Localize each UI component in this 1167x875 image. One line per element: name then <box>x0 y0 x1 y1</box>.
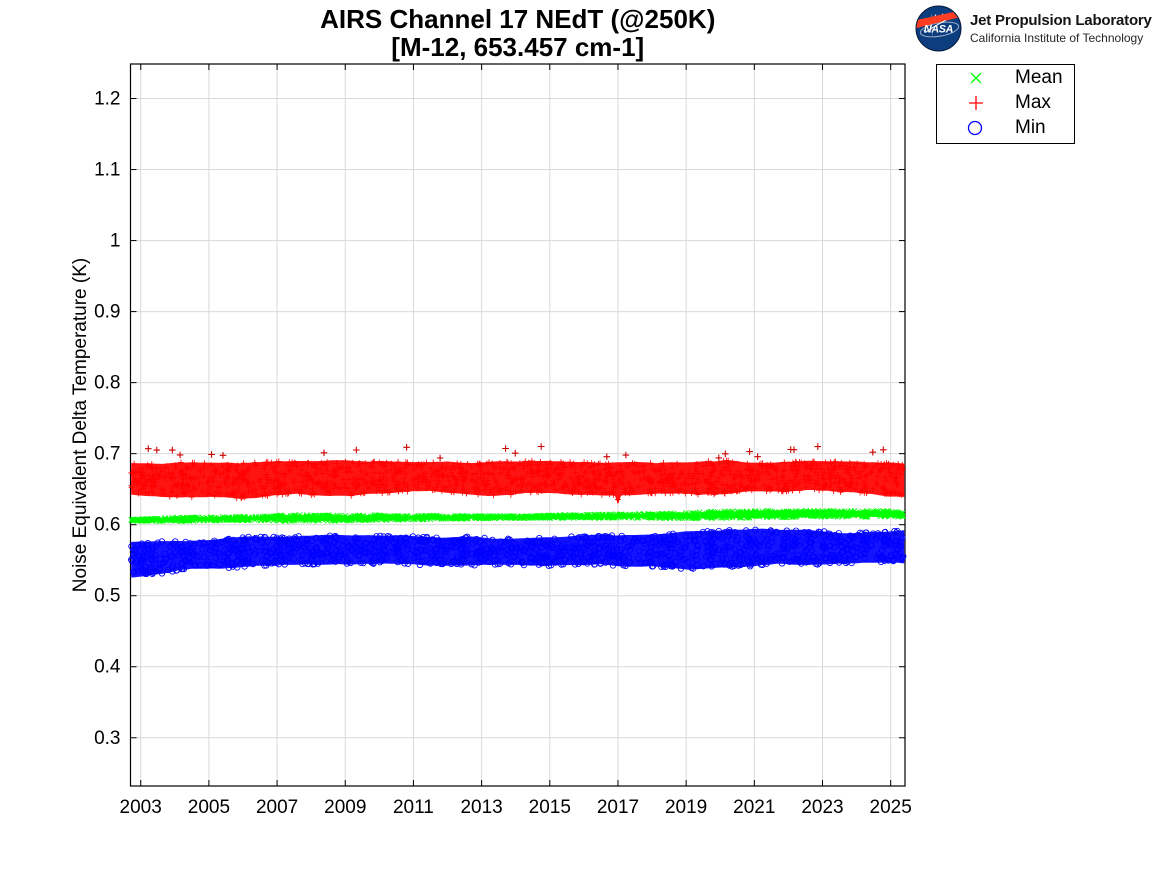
svg-text:1.2: 1.2 <box>94 89 120 110</box>
svg-text:2025: 2025 <box>870 797 912 818</box>
svg-text:0.5: 0.5 <box>94 586 120 607</box>
svg-text:0.6: 0.6 <box>94 515 120 536</box>
svg-text:2023: 2023 <box>801 797 843 818</box>
svg-text:2019: 2019 <box>665 797 707 818</box>
svg-text:2015: 2015 <box>529 797 571 818</box>
svg-text:0.7: 0.7 <box>94 444 120 465</box>
svg-text:2003: 2003 <box>120 797 162 818</box>
svg-text:2005: 2005 <box>188 797 230 818</box>
svg-text:2013: 2013 <box>460 797 502 818</box>
svg-text:0.8: 0.8 <box>94 373 120 394</box>
svg-text:2011: 2011 <box>393 797 434 818</box>
svg-text:2007: 2007 <box>256 797 298 818</box>
svg-text:0.9: 0.9 <box>94 302 120 323</box>
svg-text:0.4: 0.4 <box>94 657 121 678</box>
svg-text:0.3: 0.3 <box>94 728 120 749</box>
svg-text:2021: 2021 <box>733 797 775 818</box>
svg-text:1.1: 1.1 <box>94 160 120 181</box>
svg-text:1: 1 <box>110 231 121 252</box>
svg-text:2017: 2017 <box>597 797 639 818</box>
svg-text:2009: 2009 <box>324 797 366 818</box>
